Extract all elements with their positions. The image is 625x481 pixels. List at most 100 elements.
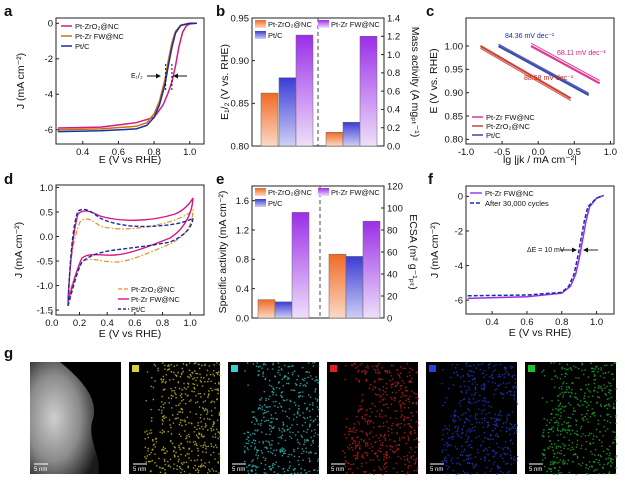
eds-signal-pt <box>144 362 222 475</box>
legend-b-frame: Pt-Zr FW@NC <box>331 20 380 29</box>
e2-ytick-label: 60 <box>387 247 398 258</box>
eds-map-pt: 5 nm <box>129 362 222 475</box>
eds-map-o: 5 nm <box>426 362 519 476</box>
legend-e-zro2: Pt-ZrO₂@NC <box>268 188 312 197</box>
series-lines-f <box>467 194 604 300</box>
bar-ehalf-1 <box>278 77 297 147</box>
eds-signal-c <box>342 362 420 476</box>
eds-map-haadf: 5 nm <box>30 362 121 474</box>
legend-d: Pt-ZrO₂@NC Pt-Zr FW@NC Pt/C <box>118 285 180 314</box>
eds-map-background <box>327 362 418 474</box>
b2-ytick-label: 1.0 <box>387 50 400 61</box>
scale-bar-label: 5 nm <box>331 467 344 473</box>
scale-bar-label: 5 nm <box>529 467 542 473</box>
legend-b: Pt-ZrO₂@NC Pt-Zr FW@NC Pt/C <box>255 20 380 40</box>
c-ytick-label: 1.00 <box>445 41 464 52</box>
d-xtick-label: 0.8 <box>156 318 169 329</box>
panel-label-g: g <box>4 345 13 362</box>
c-xtick-label: -0.5 <box>494 147 510 158</box>
a-xtick-label: 0.6 <box>112 147 125 158</box>
d-ytick-label: -1.0 <box>37 281 53 292</box>
eds-signal-o <box>441 362 519 476</box>
d-ytick-label: 1.0 <box>40 183 53 194</box>
scale-bar-label: 5 nm <box>430 467 443 473</box>
panel-label-b: b <box>216 3 225 20</box>
ticks-c: -1.0 -0.5 0.0 0.5 1.0 0.80 0.85 0.90 0.95 1.00 <box>445 41 617 158</box>
e2-ytick-label: 0 <box>387 313 392 324</box>
panel-e: e Pt-ZrO₂@NC Pt-Zr FW@NC Pt/C 0.0 0.4 0.8 1… <box>216 171 419 324</box>
b2-ytick-label: 0.6 <box>387 86 400 97</box>
xlabel-a: E (V vs RHE) <box>99 154 161 166</box>
ticks-d: 0.0 0.2 0.4 0.6 0.8 1.0 1.0 0.5 0.0 -0.5 -1.0 -1.5 <box>37 183 197 329</box>
legend-a: Pt-ZrO₂@NC Pt-Zr FW@NC Pt/C <box>61 22 124 51</box>
eds-color-key <box>231 365 238 372</box>
panel-label-f: f <box>428 171 434 188</box>
bars-e <box>257 212 381 319</box>
legend-f: Pt-Zr FW@NC After 30,000 cycles <box>470 189 549 208</box>
e2-ytick-label: 120 <box>387 181 403 192</box>
eds-signal-n <box>541 362 618 476</box>
scale-bar-label: 5 nm <box>34 467 47 473</box>
f-ytick-label: -2 <box>455 226 463 237</box>
series-line-f-0 <box>467 194 604 300</box>
f-xtick-label: 0.8 <box>555 317 568 328</box>
panel-label-a: a <box>4 3 13 20</box>
series-lines-a <box>57 22 197 133</box>
ylabel-c: E (V vs. RHE) <box>428 48 440 113</box>
d-xtick-label: 0.4 <box>101 318 114 329</box>
series-line-a-2 <box>57 22 197 133</box>
legend-b-zro2: Pt-ZrO₂@NC <box>268 20 312 29</box>
d-ytick-label: -0.5 <box>37 256 53 267</box>
legend-c-ptc: Pt/C <box>486 131 501 140</box>
bars-b <box>260 34 378 147</box>
bar-specific-activity-0 <box>257 299 276 319</box>
ylabel-e: Specific activity (mA cm⁻²) <box>217 191 229 314</box>
f-xtick-label: 0.6 <box>520 317 533 328</box>
e2-ytick-label: 100 <box>387 203 403 214</box>
xlabel-f: E (V vs RHE) <box>509 327 571 339</box>
legend-c-zro2: Pt-ZrO₂@NC <box>486 122 530 131</box>
ticks-a: 0.4 0.6 0.8 1.0 0 -2 -4 -6 <box>45 19 197 158</box>
legend-d-ptc: Pt/C <box>131 305 146 314</box>
series-line-c-fit-2 <box>498 43 589 94</box>
e2-ytick-label: 40 <box>387 269 398 280</box>
legend-e-zro2-swatch <box>255 188 266 196</box>
c-xtick-label: -1.0 <box>458 147 474 158</box>
tafel-label-zro2: 88.58 mV dec⁻¹ <box>524 75 574 82</box>
bar-ecsa-0 <box>328 253 347 319</box>
eds-color-key <box>132 365 139 372</box>
bar-ehalf-0 <box>260 92 279 147</box>
f-xtick-label: 0.4 <box>486 317 499 328</box>
series-line-c-0 <box>530 45 601 85</box>
b2-ytick-label: 1.2 <box>387 32 400 43</box>
legend-e: Pt-ZrO₂@NC Pt-Zr FW@NC Pt/C <box>255 188 380 208</box>
legend-d-frame: Pt-Zr FW@NC <box>131 295 180 304</box>
bar-ecsa-2 <box>362 220 381 319</box>
plot-frame-a <box>55 17 205 145</box>
c-ytick-label: 0.80 <box>445 135 464 146</box>
legend-a-ptc: Pt/C <box>75 42 90 51</box>
eds-map-zr: 5 nm <box>228 362 321 476</box>
d-xtick-label: 1.0 <box>184 318 197 329</box>
legend-d-zro2: Pt-ZrO₂@NC <box>131 285 175 294</box>
series-line-c-2 <box>497 45 590 96</box>
b2-ytick-label: 0.4 <box>387 105 400 116</box>
d-ytick-label: -1.5 <box>37 305 53 316</box>
bar-specific-activity-2 <box>291 212 310 319</box>
eds-map-n: 5 nm <box>525 362 618 476</box>
b2-ytick-label: 1.4 <box>387 13 400 24</box>
bar-mass-activity-1 <box>342 121 361 147</box>
c-xtick-label: 1.0 <box>604 147 617 158</box>
series-line-f-1 <box>467 194 604 297</box>
c-xtick-label: 0.0 <box>532 147 545 158</box>
b-ytick-label: 0.85 <box>231 99 250 110</box>
y2label-e: ECSA (m² g⁻¹ₚₜ) <box>407 214 419 290</box>
ylabel-a: J (mA cm⁻²) <box>15 53 27 109</box>
tafel-label-frame: 68.11 mV dec⁻¹ <box>557 50 606 57</box>
f-ytick-label: -4 <box>455 261 463 272</box>
e-ytick-label: 1.2 <box>236 225 249 236</box>
eds-map-background <box>426 362 517 474</box>
eds-color-key <box>330 365 337 372</box>
panel-d: d Pt-ZrO₂@NC Pt-Zr FW@NC Pt/C 0.0 0.2 0.4 0… <box>4 171 205 340</box>
d-xtick-label: 0.2 <box>73 318 86 329</box>
